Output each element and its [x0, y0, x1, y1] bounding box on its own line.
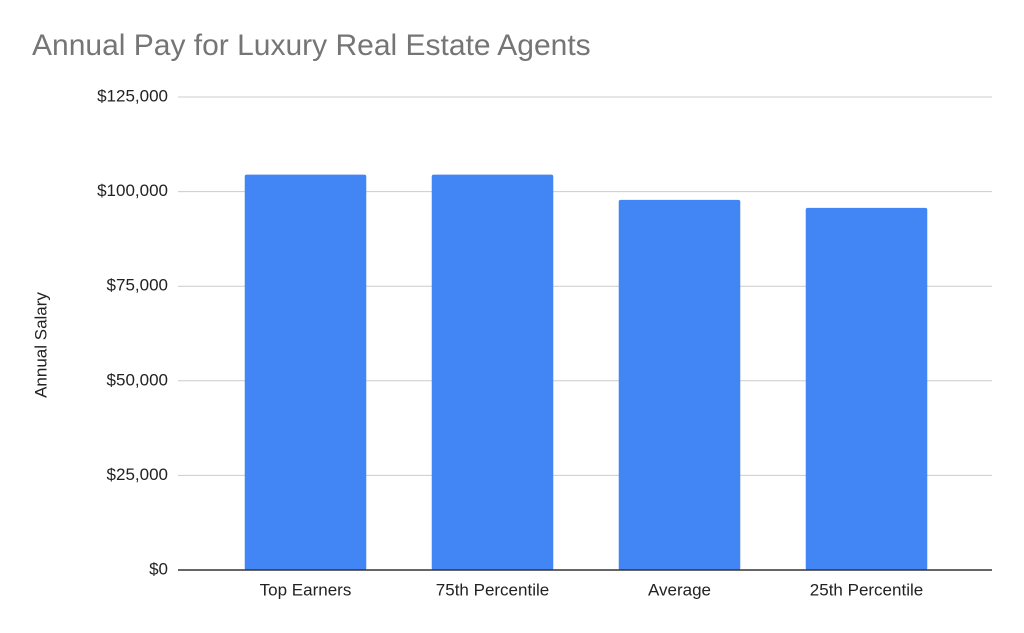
bar: [805, 207, 928, 570]
x-tick-label: Top Earners: [260, 580, 352, 599]
x-tick-label: Average: [648, 580, 711, 599]
y-tick-label: $25,000: [107, 465, 168, 484]
bar: [244, 174, 367, 570]
y-tick-label: $125,000: [97, 86, 168, 105]
y-tick-label: $50,000: [107, 370, 168, 389]
bar: [618, 199, 741, 570]
y-tick-label: $75,000: [107, 276, 168, 295]
x-tick-label: 75th Percentile: [436, 580, 549, 599]
y-tick-label: $0: [149, 559, 168, 578]
y-axis-label: Annual Salary: [31, 292, 50, 398]
bar: [431, 174, 554, 570]
chart-title: Annual Pay for Luxury Real Estate Agents: [32, 29, 591, 62]
y-tick-label: $100,000: [97, 181, 168, 200]
x-tick-label: 25th Percentile: [810, 580, 923, 599]
